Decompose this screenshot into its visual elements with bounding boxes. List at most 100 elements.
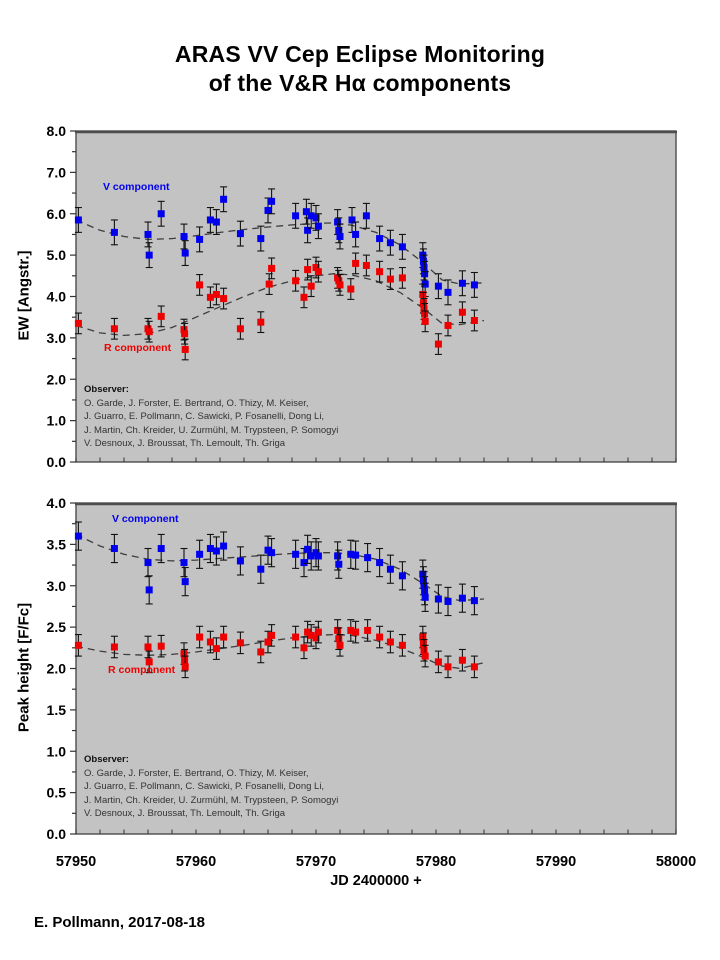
- data-point: [180, 326, 188, 334]
- data-point: [352, 628, 360, 636]
- observer-list-top: Observer: O. Garde, J. Forster, E. Bertr…: [84, 383, 338, 451]
- data-point: [419, 299, 427, 307]
- data-point: [470, 597, 478, 605]
- data-point: [348, 216, 356, 224]
- data-point: [196, 633, 204, 641]
- data-point: [420, 582, 428, 590]
- data-point: [74, 319, 82, 327]
- data-point: [376, 235, 384, 243]
- data-point: [157, 312, 165, 320]
- data-point: [307, 282, 315, 290]
- data-point: [376, 268, 384, 276]
- data-point: [236, 639, 244, 647]
- plot-area: [75, 502, 677, 835]
- data-point: [300, 644, 308, 652]
- y-tick-label: 0.0: [47, 826, 67, 842]
- data-point: [362, 212, 370, 220]
- data-point: [74, 532, 82, 540]
- data-point: [470, 316, 478, 324]
- data-point: [334, 552, 342, 560]
- data-point: [300, 293, 308, 301]
- chart-title-line2: of the V&R Hα components: [208, 70, 512, 96]
- author-signature: E. Pollmann, 2017-08-18: [34, 914, 205, 931]
- x-axis-label: JD 2400000 +: [330, 873, 422, 889]
- data-point: [335, 560, 343, 568]
- data-point: [181, 330, 189, 338]
- y-tick-label: 4.0: [47, 495, 67, 511]
- legend-v-component-top: V component: [103, 181, 170, 193]
- x-tick-label: 57970: [296, 854, 336, 870]
- data-point: [110, 228, 118, 236]
- data-point: [74, 216, 82, 224]
- data-point: [268, 631, 276, 639]
- data-point: [307, 212, 315, 220]
- data-point: [386, 638, 394, 646]
- data-point: [421, 587, 429, 595]
- observer-line: O. Garde, J. Forster, E. Bertrand, O. Th…: [84, 767, 309, 779]
- data-point: [257, 318, 265, 326]
- observer-line: J. Martin, Ch. Kreider, U. Zurmühl, M. T…: [84, 794, 339, 806]
- data-point: [144, 559, 152, 567]
- data-point: [302, 208, 310, 216]
- data-point: [206, 216, 214, 224]
- data-point: [314, 268, 322, 276]
- observer-line: J. Guarro, E. Pollmann, C. Sawicki, P. F…: [84, 411, 325, 422]
- data-point: [314, 628, 322, 636]
- y-tick-label: 8.0: [47, 123, 67, 139]
- data-point: [257, 565, 265, 573]
- y-tick-label: 1.0: [47, 743, 67, 759]
- x-tick-label: 57980: [416, 854, 456, 870]
- data-point: [145, 328, 153, 336]
- data-point: [421, 317, 429, 325]
- data-point: [212, 645, 220, 653]
- y-tick-label: 2.5: [47, 619, 67, 635]
- data-point: [335, 277, 343, 285]
- data-point: [347, 626, 355, 634]
- observer-line: J. Martin, Ch. Kreider, U. Zurmühl, M. T…: [84, 424, 339, 436]
- data-point: [257, 235, 265, 243]
- data-point: [419, 577, 427, 585]
- y-tick-label: 3.0: [47, 578, 67, 594]
- data-point: [444, 663, 452, 671]
- data-point: [157, 642, 165, 650]
- data-point: [458, 594, 466, 602]
- y-tick-label: 6.0: [47, 206, 67, 222]
- data-point: [110, 545, 118, 553]
- data-point: [196, 235, 204, 243]
- data-point: [220, 633, 228, 641]
- data-point: [352, 230, 360, 238]
- data-point: [312, 214, 320, 222]
- data-point: [220, 195, 228, 203]
- y-tick-label: 2.0: [47, 371, 67, 387]
- data-point: [421, 310, 429, 318]
- data-point: [264, 206, 272, 214]
- data-point: [352, 259, 360, 267]
- data-point: [304, 545, 312, 553]
- data-point: [304, 628, 312, 636]
- data-point: [110, 325, 118, 333]
- data-point: [364, 554, 372, 562]
- data-point: [304, 226, 312, 234]
- data-point: [347, 285, 355, 293]
- data-point: [212, 290, 220, 298]
- data-point: [268, 197, 276, 205]
- data-point: [181, 345, 189, 353]
- data-point: [421, 270, 429, 278]
- data-point: [264, 638, 272, 646]
- data-point: [145, 586, 153, 594]
- data-point: [206, 293, 214, 301]
- data-point: [420, 646, 428, 654]
- data-point: [444, 597, 452, 605]
- data-point: [257, 648, 265, 656]
- observer-line: J. Guarro, E. Pollmann, C. Sawicki, P. F…: [84, 781, 325, 792]
- data-point: [336, 233, 344, 241]
- y-tick-label: 0.5: [47, 785, 67, 801]
- data-point: [236, 557, 244, 565]
- data-point: [220, 295, 228, 303]
- data-point: [314, 552, 322, 560]
- data-point: [181, 663, 189, 671]
- data-point: [335, 226, 343, 234]
- data-point: [220, 542, 228, 550]
- data-point: [434, 595, 442, 603]
